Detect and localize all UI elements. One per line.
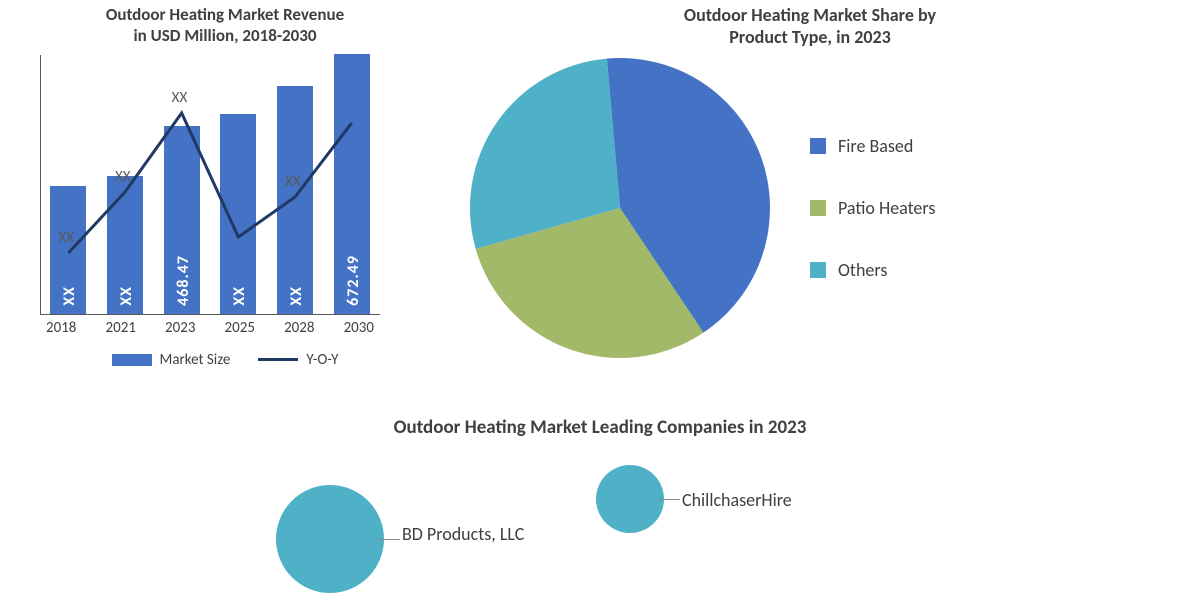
pie-legend-label: Others bbox=[838, 259, 887, 281]
yoy-line bbox=[40, 55, 380, 315]
legend-market-label: Market Size bbox=[160, 351, 231, 369]
bar-title-line2: in USD Million, 2018-2030 bbox=[40, 25, 410, 46]
pie-svg bbox=[470, 58, 770, 358]
pie-legend-swatch bbox=[810, 200, 826, 216]
company-bubble bbox=[596, 465, 664, 533]
pie-title-line2: Product Type, in 2023 bbox=[430, 26, 1190, 48]
companies-title: Outdoor Heating Market Leading Companies… bbox=[0, 416, 1200, 439]
x-tick-label: 2028 bbox=[284, 319, 314, 337]
pie-legend-label: Fire Based bbox=[838, 135, 913, 157]
legend-market-size: Market Size bbox=[112, 351, 231, 369]
pie-chart-title: Outdoor Heating Market Share by Product … bbox=[430, 4, 1190, 48]
pie-legend-item: Patio Heaters bbox=[810, 197, 935, 219]
x-tick-label: 2023 bbox=[165, 319, 195, 337]
bubble-area: BD Products, LLC ChillchaserHire bbox=[0, 439, 1200, 589]
legend-bar-swatch bbox=[112, 354, 152, 366]
bubble-leader-line bbox=[658, 499, 680, 500]
company-label: BD Products, LLC bbox=[402, 523, 524, 545]
pie-legend-swatch bbox=[810, 262, 826, 278]
legend-yoy: Y-O-Y bbox=[258, 351, 338, 369]
pie-legend: Fire Based Patio Heaters Others bbox=[810, 135, 935, 281]
legend-line-swatch bbox=[258, 358, 298, 361]
bar-x-labels: 2018 2021 2023 2025 2028 2030 bbox=[40, 315, 380, 337]
bar-title-line1: Outdoor Heating Market Revenue bbox=[40, 4, 410, 25]
pie-legend-item: Fire Based bbox=[810, 135, 935, 157]
bar-plot-area: XXXXXXXX468.47XXXXXXXX672.49 bbox=[40, 55, 380, 315]
pie-legend-swatch bbox=[810, 138, 826, 154]
x-tick-label: 2021 bbox=[106, 319, 136, 337]
x-tick-label: 2018 bbox=[46, 319, 76, 337]
bar-chart-title: Outdoor Heating Market Revenue in USD Mi… bbox=[40, 4, 410, 47]
bar-legend: Market Size Y-O-Y bbox=[40, 351, 410, 369]
pie-title-line1: Outdoor Heating Market Share by bbox=[430, 4, 1190, 26]
legend-yoy-label: Y-O-Y bbox=[306, 351, 338, 369]
company-label: ChillchaserHire bbox=[682, 489, 792, 511]
bar-chart-panel: Outdoor Heating Market Revenue in USD Mi… bbox=[0, 0, 420, 410]
x-tick-label: 2025 bbox=[225, 319, 255, 337]
pie-wrap: Fire Based Patio Heaters Others bbox=[430, 58, 1190, 358]
bubble-leader-line bbox=[378, 539, 400, 540]
x-tick-label: 2030 bbox=[344, 319, 374, 337]
pie-legend-label: Patio Heaters bbox=[838, 197, 935, 219]
company-bubble bbox=[276, 485, 384, 593]
pie-chart-panel: Outdoor Heating Market Share by Product … bbox=[420, 0, 1200, 410]
pie-legend-item: Others bbox=[810, 259, 935, 281]
